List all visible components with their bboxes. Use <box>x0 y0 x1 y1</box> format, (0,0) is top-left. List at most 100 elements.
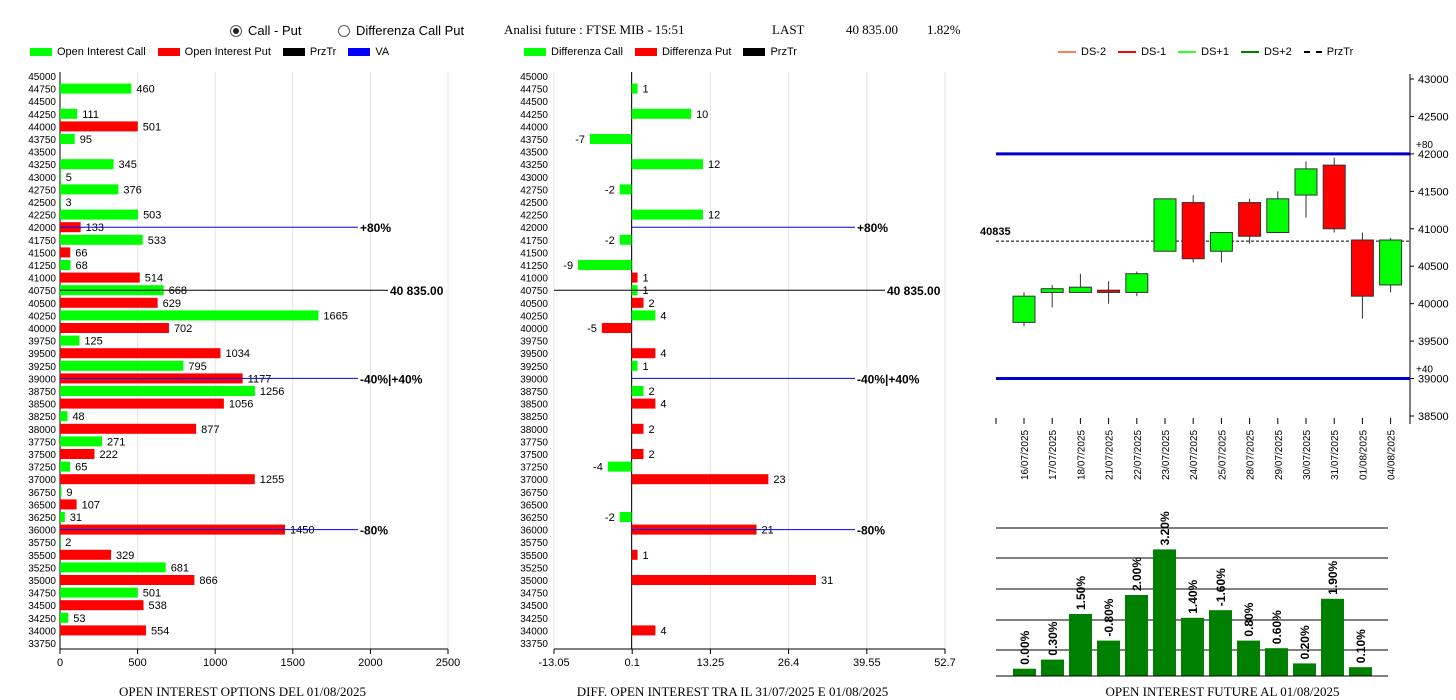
bar-value-label: 503 <box>143 210 161 222</box>
bar <box>619 234 632 245</box>
bar-value-label: 866 <box>199 575 217 587</box>
bar-value-label: 2.00% <box>1130 557 1144 591</box>
bar-value-label: 2 <box>648 449 654 461</box>
bar <box>60 159 114 170</box>
legend-label: PrzTr <box>309 46 337 58</box>
bar <box>60 121 138 132</box>
bar <box>60 600 144 611</box>
top-bar: Call - Put Differenza Call Put Analisi f… <box>0 0 1456 44</box>
va-label: +80 <box>1416 140 1433 151</box>
bar <box>619 512 632 522</box>
bar-value-label: -2 <box>605 512 615 524</box>
bar-value-label: 4 <box>660 310 666 322</box>
annotation-label: -40%|+40% <box>360 372 423 386</box>
y-tick-label: 39500 <box>1418 336 1449 348</box>
strike-label: 43750 <box>28 135 56 146</box>
bar <box>60 411 68 422</box>
strike-label: 40500 <box>520 299 548 310</box>
radio-call-put[interactable]: Call - Put <box>230 23 301 38</box>
bar-value-label: 681 <box>171 562 189 574</box>
bar <box>1153 549 1176 676</box>
legend-item: Open Interest Call <box>30 46 146 58</box>
date-label: 21/07/2025 <box>1105 430 1116 480</box>
bar <box>60 423 197 434</box>
bar <box>60 386 255 396</box>
date-label: 17/07/2025 <box>1048 430 1059 480</box>
radio-call-put-label: Call - Put <box>248 23 302 38</box>
bar <box>631 297 644 308</box>
last-price-label: 40835 <box>980 226 1011 238</box>
bar <box>631 474 769 485</box>
y-tick-label: 41000 <box>1418 224 1449 236</box>
strike-label: 38250 <box>28 412 56 423</box>
date-label: 23/07/2025 <box>1161 430 1172 480</box>
strike-label: 37500 <box>520 450 548 461</box>
legend-item: PrzTr <box>1303 46 1353 58</box>
strike-label: 40750 <box>520 286 548 297</box>
legend-line-icon <box>1118 51 1137 53</box>
bar <box>1293 663 1316 676</box>
legend-swatch <box>524 48 546 56</box>
bar-value-label: 12 <box>708 159 720 171</box>
bar-value-label: 1.90% <box>1326 560 1340 594</box>
strike-label: 41000 <box>28 274 56 285</box>
strike-label: 44000 <box>520 122 548 133</box>
bar-value-label: 1256 <box>260 386 284 398</box>
candle-body <box>1350 239 1374 297</box>
strike-label: 34500 <box>520 601 548 612</box>
legend-swatch <box>282 48 305 56</box>
bar <box>1097 640 1120 676</box>
bar-value-label: 53 <box>73 613 85 625</box>
bar <box>60 612 69 623</box>
bar-value-label: 3 <box>65 197 71 209</box>
date-label: 25/07/2025 <box>1217 430 1228 480</box>
bar <box>631 348 656 359</box>
radio-differenza[interactable]: Differenza Call Put <box>338 23 464 38</box>
bar <box>60 323 169 333</box>
date-label: 16/07/2025 <box>1020 430 1031 480</box>
bar <box>60 512 65 522</box>
strike-label: 35750 <box>28 538 56 549</box>
strike-label: 38750 <box>520 387 548 398</box>
legend-mid: Differenza Call Differenza Put PrzTr <box>524 46 809 58</box>
strike-label: 45000 <box>28 72 56 83</box>
y-tick-label: 43000 <box>1418 74 1449 86</box>
bar-value-label: 1 <box>643 273 649 285</box>
bar-value-label: 1 <box>643 361 649 373</box>
strike-label: 34250 <box>28 614 56 625</box>
legend-label: DS-2 <box>1081 46 1107 58</box>
bar-value-label: 9 <box>66 487 72 499</box>
bar-value-label: 68 <box>76 260 88 272</box>
strike-label: 34250 <box>520 614 548 625</box>
date-label: 29/07/2025 <box>1274 430 1285 480</box>
bar <box>631 449 644 459</box>
legend-label: DS-1 <box>1141 46 1167 58</box>
candle-body <box>1322 164 1346 230</box>
bar-value-label: 0.10% <box>1354 629 1368 663</box>
strike-label: 43500 <box>28 148 56 159</box>
bar <box>578 260 632 270</box>
bar <box>60 398 224 409</box>
legend-line-icon <box>1240 51 1259 53</box>
strike-label: 40250 <box>28 311 56 322</box>
strike-label: 34750 <box>520 589 548 600</box>
legend-swatch <box>30 48 52 56</box>
strike-label: 38250 <box>520 412 548 423</box>
legend-left: Open Interest Call Open Interest Put PrzTr… <box>30 46 401 58</box>
x-tick-label: 1500 <box>281 657 305 669</box>
bar-value-label: -5 <box>587 323 597 335</box>
strike-label: 36750 <box>28 488 56 499</box>
bar-value-label: 877 <box>201 424 219 436</box>
legend-label: PrzTr <box>770 46 797 58</box>
legend-item: DS-1 <box>1118 46 1166 58</box>
strike-label: 43000 <box>28 173 56 184</box>
strike-label: 44500 <box>28 97 56 108</box>
strike-label: 34500 <box>28 601 56 612</box>
bar-value-label: 0.00% <box>1018 630 1032 664</box>
bar-value-label: 329 <box>116 550 134 562</box>
bar-value-label: 125 <box>84 336 102 348</box>
strike-label: 38000 <box>520 425 548 436</box>
strike-label: 38500 <box>28 400 56 411</box>
bar-value-label: 460 <box>136 84 154 96</box>
